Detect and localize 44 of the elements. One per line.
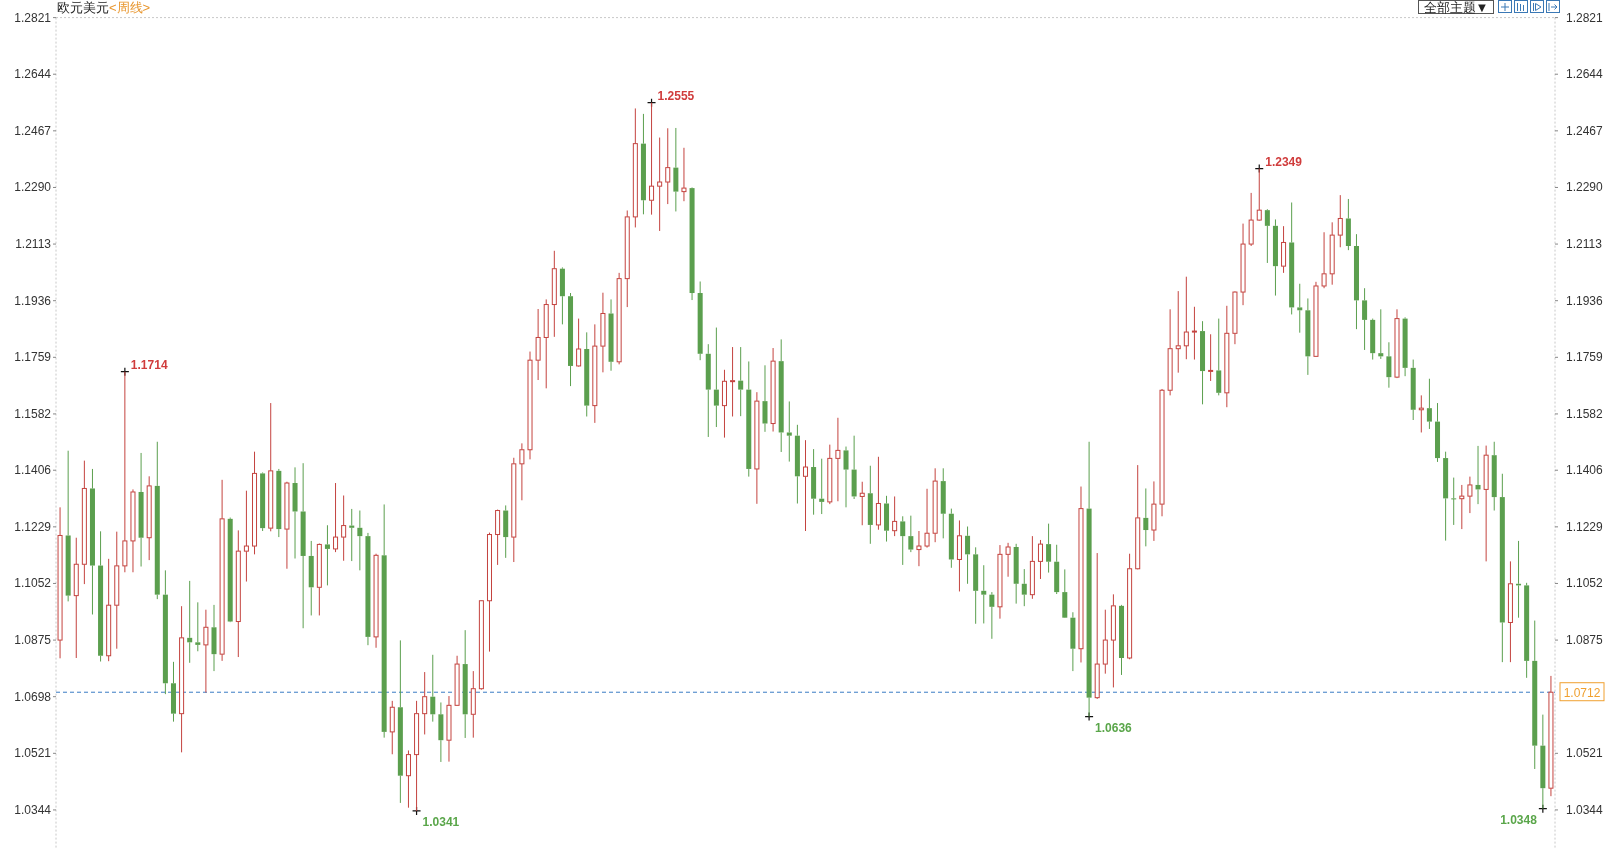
annotation: 1.0348 <box>1500 804 1548 827</box>
y2-tick-label: 1.0521 <box>1566 746 1604 761</box>
y2-tick-label: 1.1052 <box>1566 576 1604 591</box>
y2-tick-label: 1.0875 <box>1566 633 1604 648</box>
annotation: 1.2555 <box>657 88 695 103</box>
button: 全部主题▼ <box>1418 0 1494 15</box>
y2-tick-label: 1.2821 <box>1566 10 1604 25</box>
y-tick-label: 1.0521 <box>14 746 52 761</box>
y2-tick-label: 1.0344 <box>1566 802 1604 817</box>
y2-tick-label: 1.2644 <box>1566 67 1604 82</box>
annotation: 1.2349 <box>1254 154 1302 174</box>
y-tick-label: 1.2113 <box>15 237 52 252</box>
annotation: 1.0636 <box>1095 720 1133 735</box>
y-tick-label: 1.1406 <box>14 463 52 478</box>
y2-tick-label: 1.2113 <box>1566 237 1603 252</box>
y2-tick-label: 1.1229 <box>1566 519 1604 534</box>
annotation: 1.0348 <box>1500 812 1538 827</box>
annotation: 1.2349 <box>1265 154 1303 169</box>
y-tick-label: 1.1759 <box>14 350 52 365</box>
annotation: 1.0341 <box>422 814 460 829</box>
title: 欧元美元<周线> <box>57 0 151 15</box>
ref-label: 1.0712 <box>1559 682 1605 702</box>
y2-tick-label: 1.1406 <box>1566 463 1604 478</box>
y2-tick-label: 1.1582 <box>1566 406 1604 421</box>
y-tick-label: 1.2467 <box>14 123 52 138</box>
y2-tick-label: 1.2290 <box>1566 180 1604 195</box>
annotation: 1.2555 <box>646 88 695 108</box>
annotation: 1.1714 <box>120 357 168 377</box>
y-tick-label: 1.2821 <box>14 10 52 25</box>
y-tick-label: 1.0875 <box>14 633 52 648</box>
y-tick-label: 1.0698 <box>14 689 52 704</box>
y-tick-label: 1.1229 <box>14 519 52 534</box>
y-tick-label: 1.2290 <box>14 180 52 195</box>
y-tick-label: 1.1582 <box>14 406 52 421</box>
y2-tick-label: 1.1759 <box>1566 350 1604 365</box>
y-tick-label: 1.1936 <box>14 293 52 308</box>
annotation: 1.0636 <box>1084 711 1132 735</box>
y2-tick-label: 1.1936 <box>1566 293 1604 308</box>
y-tick-label: 1.2644 <box>14 67 52 82</box>
annotation: 1.1714 <box>130 357 168 372</box>
annotation: 1.0341 <box>411 806 460 829</box>
y-tick-label: 1.1052 <box>14 576 52 591</box>
y2-tick-label: 1.2467 <box>1566 123 1604 138</box>
y-tick-label: 1.0344 <box>14 802 52 817</box>
